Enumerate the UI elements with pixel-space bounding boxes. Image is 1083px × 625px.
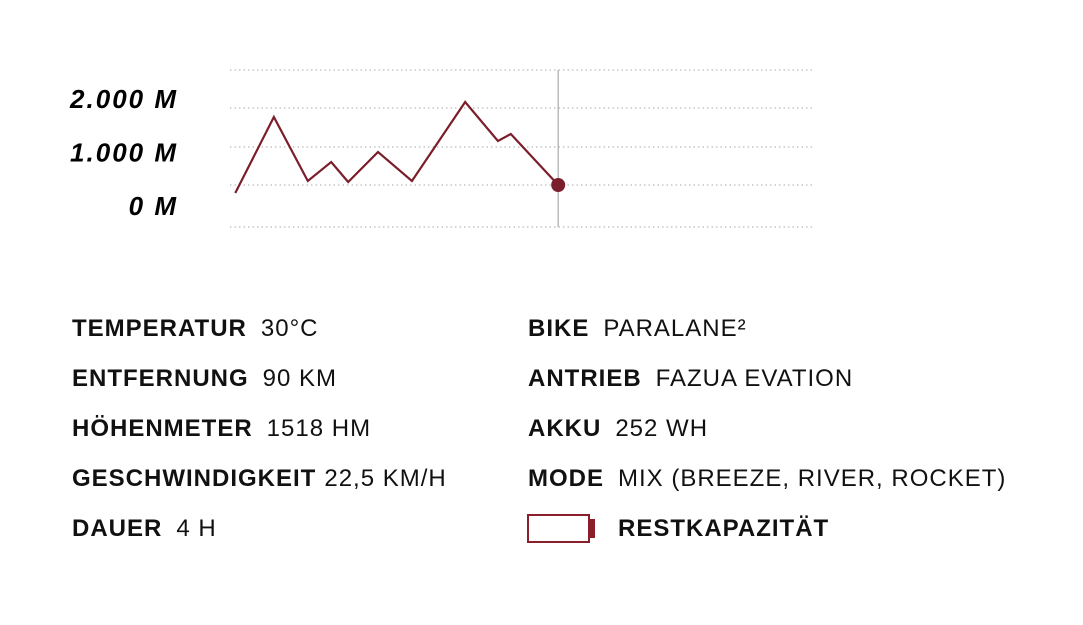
stat-row: TEMPERATUR 30°C (72, 314, 319, 344)
stat-row: MODE MIX (BREEZE, RIVER, ROCKET) (528, 464, 1006, 494)
stat-label: BIKE (528, 315, 590, 342)
y-tick-label: 1.000 M (70, 137, 178, 167)
battery-outline (527, 514, 590, 543)
stat-row: ANTRIEB FAZUA EVATION (528, 364, 853, 394)
stat-value: 1518 HM (266, 415, 372, 442)
stat-value: PARALANE² (603, 315, 747, 342)
stat-row: DAUER 4 H (72, 514, 217, 544)
stat-row: ENTFERNUNG 90 KM (72, 364, 337, 394)
stat-value: FAZUA EVATION (655, 365, 854, 392)
stat-label: ENTFERNUNG (72, 365, 249, 392)
stat-row: AKKU 252 WH (528, 414, 708, 444)
stat-label: MODE (528, 465, 604, 492)
stat-value: 30°C (260, 315, 319, 342)
stat-label: GESCHWINDIGKEIT (72, 465, 317, 492)
elevation-line (234, 100, 559, 194)
stat-row: HÖHENMETER 1518 HM (72, 414, 371, 444)
stat-value: 252 WH (615, 415, 709, 442)
current-position-dot (551, 177, 566, 192)
stat-row: GESCHWINDIGKEIT 22,5 KM/H (72, 464, 447, 494)
battery-cap (589, 519, 595, 538)
battery-label: RESTKAPAZITÄT (618, 515, 830, 542)
stat-row: BIKE PARALANE² (528, 314, 747, 344)
stat-value: MIX (BREEZE, RIVER, ROCKET) (618, 465, 1007, 492)
stat-label: ANTRIEB (528, 365, 642, 392)
stat-value: 22,5 KM/H (324, 465, 447, 492)
stat-value: 90 KM (262, 365, 338, 392)
stat-label: DAUER (72, 515, 163, 542)
stat-label: AKKU (528, 415, 602, 442)
y-tick-label: 0 M (129, 191, 178, 221)
stat-label: HÖHENMETER (72, 415, 253, 442)
stat-label: TEMPERATUR (72, 315, 247, 342)
stat-value: 4 H (176, 515, 217, 542)
battery-row: RESTKAPAZITÄT (618, 514, 843, 544)
y-tick-label: 2.000 M (69, 84, 178, 114)
